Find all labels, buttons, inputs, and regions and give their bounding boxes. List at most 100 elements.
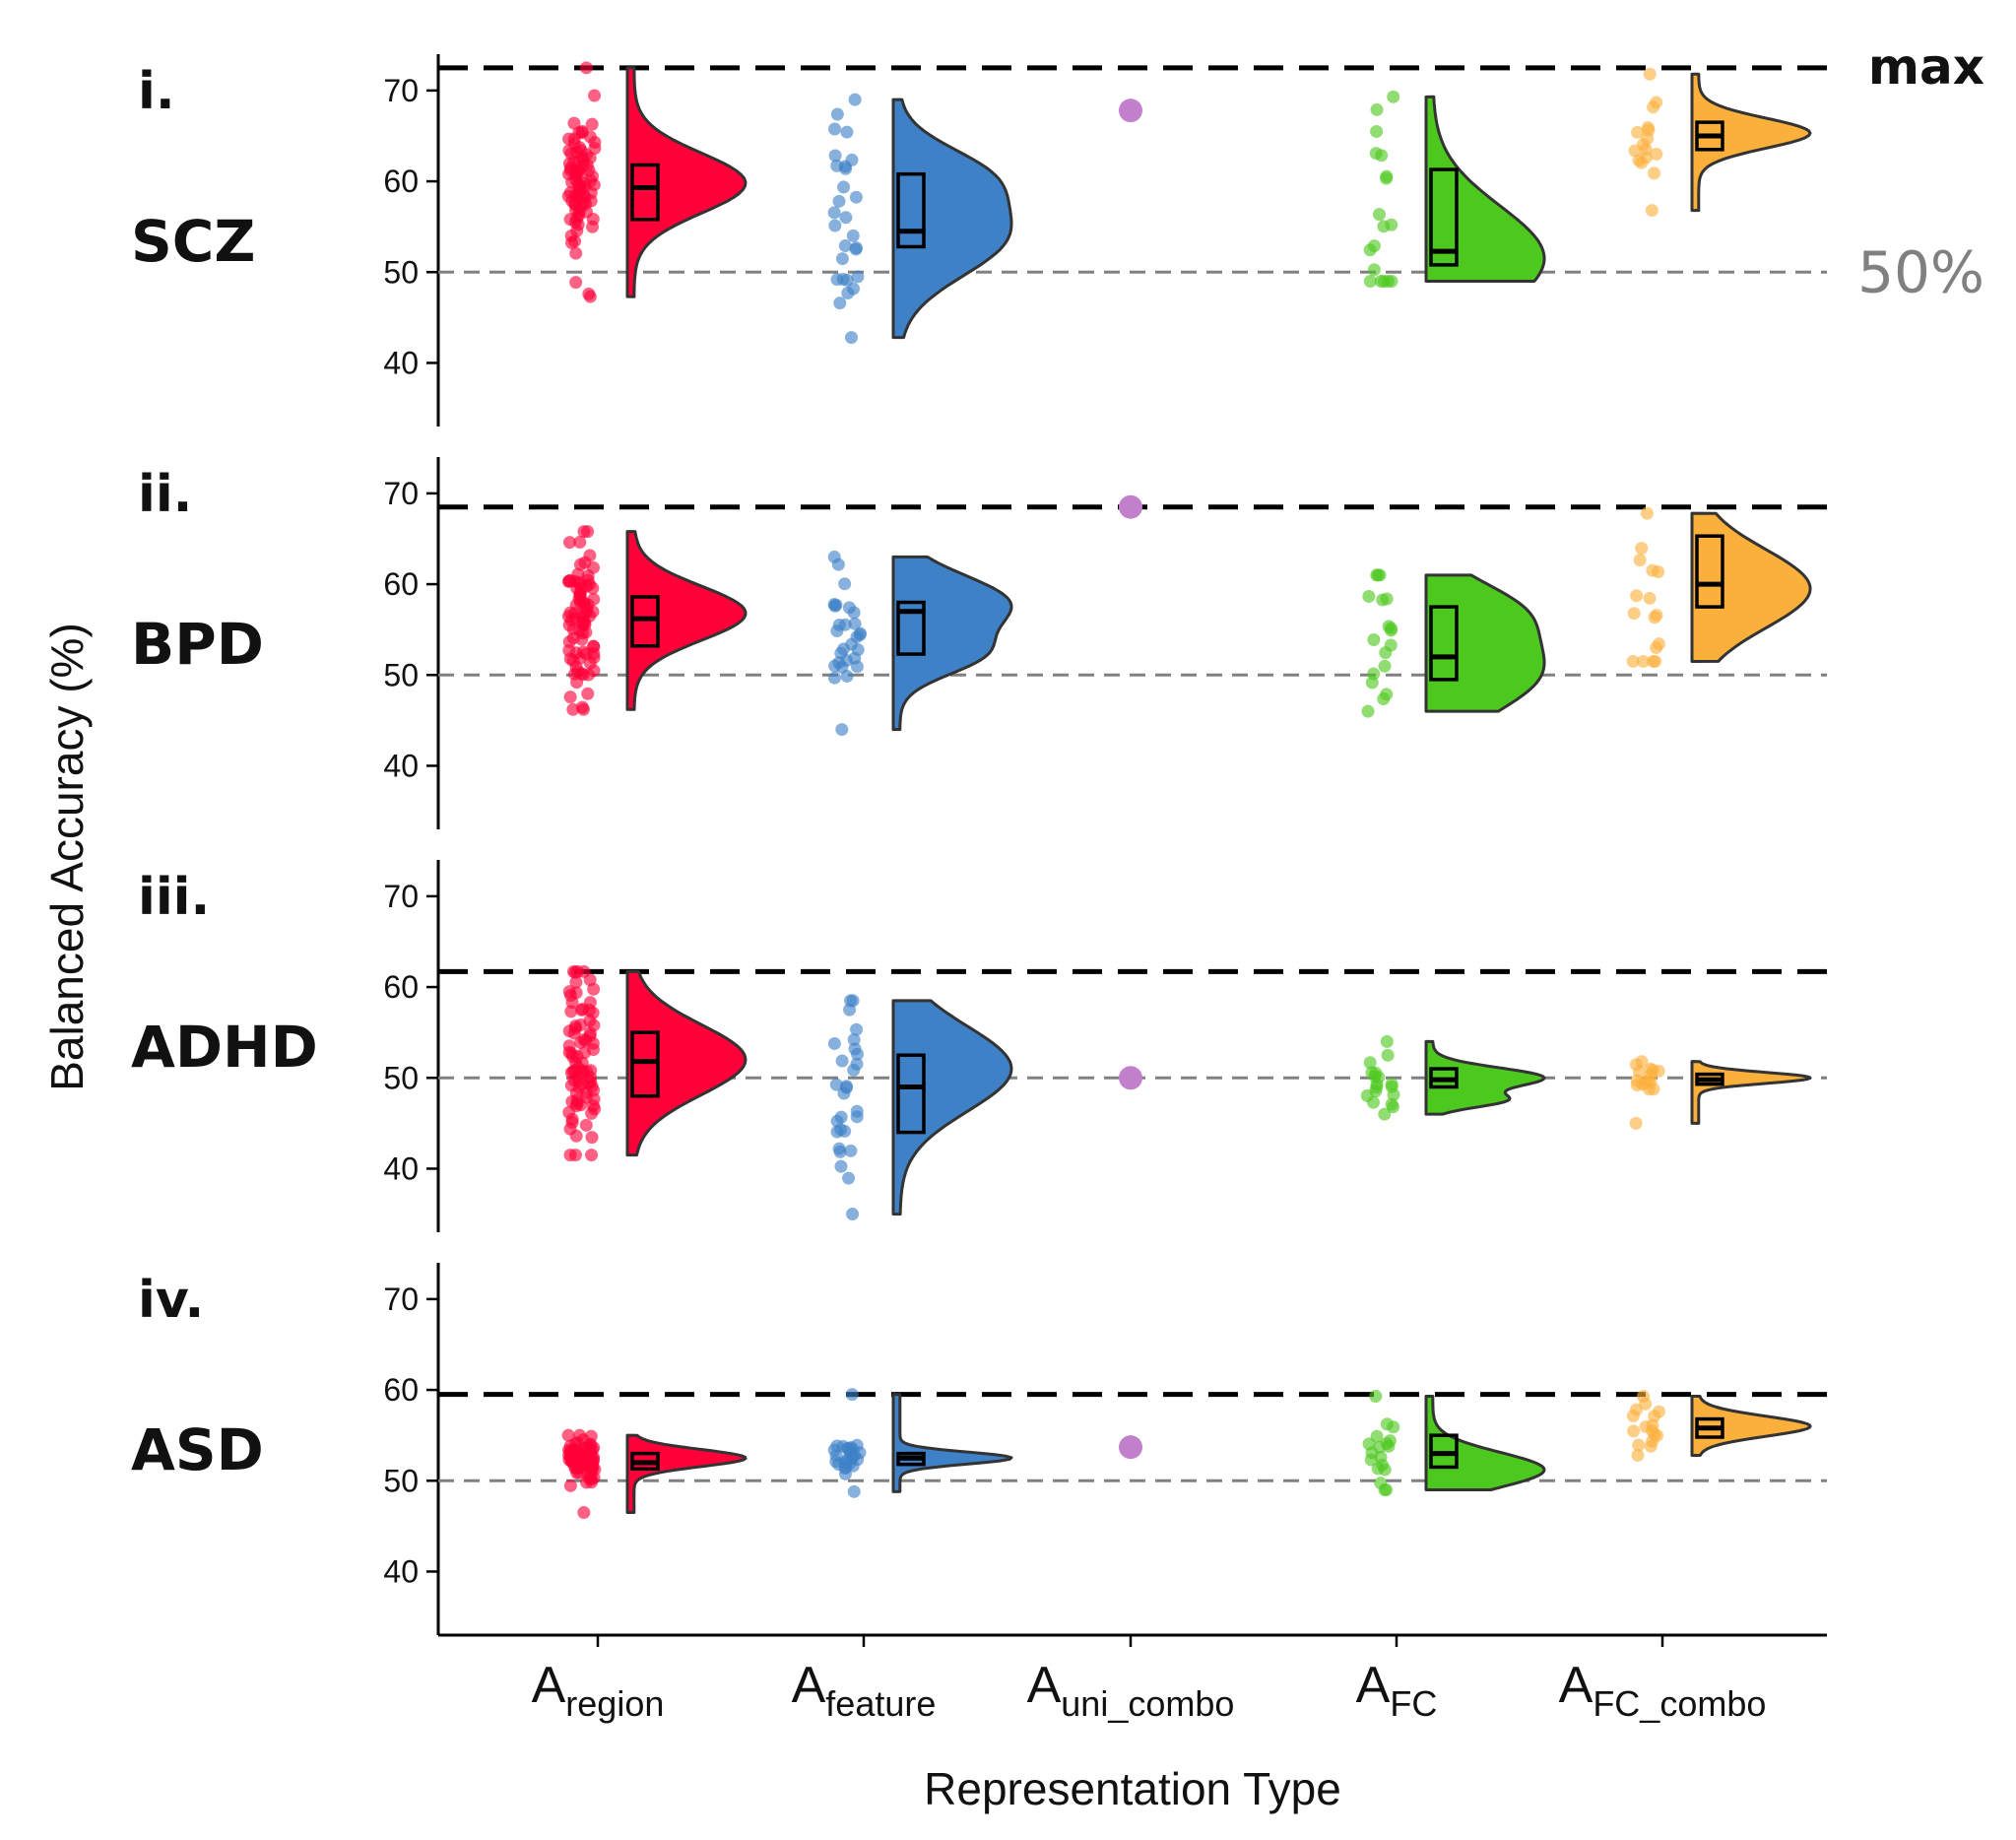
data-point [577, 596, 591, 610]
data-point [1633, 1065, 1647, 1079]
data-point [579, 61, 593, 75]
group-region [561, 525, 748, 716]
data-point [577, 1046, 591, 1060]
data-point [562, 574, 576, 588]
x-category-sub: FC [1390, 1683, 1437, 1724]
x-category-sub: region [565, 1683, 664, 1724]
data-point [1370, 1081, 1384, 1094]
violin [625, 1433, 748, 1515]
x-category-sub: feature [825, 1683, 936, 1724]
data-point [579, 647, 593, 661]
data-point [831, 558, 845, 571]
data-point [1630, 589, 1644, 603]
data-point [1367, 263, 1381, 277]
data-point [1369, 1066, 1383, 1080]
data-point [832, 1142, 846, 1155]
data-point [1385, 218, 1398, 231]
panels: 40 50 60 70 i. SCZ max 50% 40 50 60 70 ii. BPD 40 50 60 7… [131, 38, 1984, 1635]
data-point [832, 194, 846, 208]
data-point [570, 676, 584, 690]
data-point [568, 1064, 582, 1078]
data-point [834, 1159, 848, 1173]
data-point [572, 205, 586, 219]
y-tick-label: 60 [383, 969, 419, 1005]
violin [1690, 1060, 1812, 1125]
data-point [562, 144, 576, 158]
data-point [827, 1036, 841, 1050]
data-point [580, 1090, 594, 1104]
data-point [1380, 688, 1394, 701]
data-point [1381, 274, 1395, 288]
data-point [1635, 156, 1649, 169]
data-point [1642, 1074, 1656, 1087]
x-category-main: A [1356, 1657, 1391, 1714]
data-point [839, 211, 853, 225]
data-point [1380, 1034, 1394, 1048]
y-tick-label: 70 [383, 1281, 419, 1317]
data-point [564, 1005, 578, 1019]
data-point [1650, 641, 1663, 655]
data-point [1627, 1424, 1641, 1438]
data-point [1367, 667, 1381, 681]
group-FC-combo [1628, 67, 1812, 218]
data-point [1637, 654, 1651, 668]
box [896, 1053, 926, 1135]
data-point [849, 190, 863, 204]
data-point [588, 89, 602, 102]
y-tick-label: 70 [383, 879, 419, 914]
data-point [1649, 654, 1662, 668]
data-point [1378, 1107, 1392, 1121]
data-point [1645, 204, 1658, 218]
data-point [568, 1149, 582, 1162]
data-point [576, 610, 590, 624]
x-category-main: A [1027, 1657, 1062, 1714]
data-point [839, 1080, 853, 1093]
panel-name-label: BPD [131, 611, 264, 678]
data-point [567, 155, 581, 168]
data-point [1375, 149, 1389, 163]
y-tick-label: 40 [383, 345, 419, 380]
box [896, 600, 926, 656]
data-point [829, 1078, 843, 1091]
data-point [567, 1074, 581, 1087]
data-point [1364, 1453, 1378, 1467]
data-point [830, 1125, 844, 1139]
data-point [579, 1118, 593, 1132]
group-feature [827, 93, 1013, 345]
data-point [561, 1428, 575, 1442]
data-point [1632, 1438, 1646, 1452]
data-point [1370, 124, 1384, 138]
data-point [838, 160, 852, 173]
data-point [851, 643, 865, 657]
data-point [1642, 123, 1656, 137]
data-point [1385, 1097, 1398, 1111]
y-axis-title: Balanced Accuracy (%) [41, 623, 93, 1091]
data-point [1363, 1056, 1377, 1070]
data-point [581, 569, 595, 583]
data-point [575, 1003, 589, 1017]
group-region [561, 1428, 748, 1520]
data-point [585, 117, 599, 131]
data-point [840, 125, 854, 139]
data-point [581, 687, 595, 700]
data-point [1384, 624, 1398, 637]
box [1429, 167, 1459, 267]
data-point [1631, 125, 1645, 139]
data-point [1627, 607, 1641, 621]
data-point [562, 1105, 576, 1119]
group-uni-combo [1119, 1435, 1142, 1460]
data-point [847, 1033, 861, 1047]
data-point [562, 1039, 576, 1053]
x-category-label: Auni_combo [1027, 1657, 1235, 1724]
data-point [573, 535, 587, 549]
panel-scz: 40 50 60 70 i. SCZ max 50% [131, 38, 1984, 427]
y-tick-label: 50 [383, 1463, 419, 1498]
data-point [1652, 1064, 1665, 1078]
data-point [566, 1050, 580, 1064]
box [1429, 605, 1459, 682]
data-point [1646, 1434, 1659, 1448]
group-uni-combo [1119, 494, 1142, 519]
data-point [562, 536, 576, 550]
data-point [562, 1449, 576, 1463]
x-category-main: A [1559, 1657, 1593, 1714]
